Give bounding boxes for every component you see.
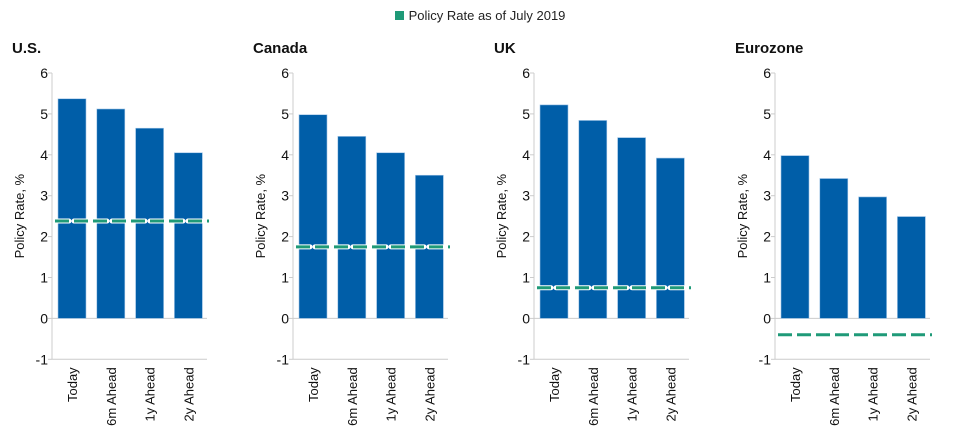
x-tick-label: 2y Ahead (904, 367, 919, 421)
y-tick-label: -1 (518, 351, 531, 367)
y-tick-label: 6 (281, 65, 289, 81)
y-tick-label: 3 (281, 188, 289, 204)
bar (376, 152, 405, 319)
bar (780, 155, 810, 319)
y-tick-label: 1 (522, 270, 530, 286)
bar (96, 108, 126, 319)
x-tick-label: 1y Ahead (384, 367, 399, 421)
panel-eurozone: Eurozone Policy Rate, % 6 5 4 3 2 1 0 -1 Today 6m A… (735, 40, 935, 426)
y-axis-label: Policy Rate, % (253, 173, 268, 258)
bar (337, 136, 367, 319)
panel-title: U.S. (12, 40, 41, 57)
x-tick-label: 2y Ahead (663, 367, 678, 421)
x-tick-label: Today (788, 367, 803, 402)
bar (57, 98, 87, 319)
x-tick-label: Today (547, 367, 562, 402)
x-tick-label: 6m Ahead (827, 367, 842, 426)
y-tick-label: 6 (522, 65, 530, 81)
y-tick-label: 3 (763, 188, 771, 204)
bar (897, 216, 926, 319)
x-tick-label: 6m Ahead (586, 367, 601, 426)
bar (617, 137, 646, 319)
legend-label: Policy Rate as of July 2019 (408, 8, 566, 23)
x-tick-label: 2y Ahead (181, 367, 196, 421)
y-axis-label: Policy Rate, % (735, 173, 750, 258)
y-tick-label: 5 (281, 106, 289, 122)
y-tick-label: 4 (281, 147, 289, 163)
y-tick-label: 6 (763, 65, 771, 81)
x-tick-label: 6m Ahead (345, 367, 360, 426)
bar (656, 157, 685, 319)
x-tick-label: 1y Ahead (625, 367, 640, 421)
bar (174, 152, 203, 319)
x-tick-label: 1y Ahead (866, 367, 881, 421)
x-tick-label: Today (306, 367, 321, 402)
y-tick-label: 5 (40, 106, 48, 122)
y-axis-label: Policy Rate, % (494, 173, 509, 258)
panel-us: U.S. Policy Rate, % 6 5 4 3 2 1 0 -1 Today 6m Ahead… (12, 40, 212, 426)
y-tick-label: 4 (522, 147, 530, 163)
y-tick-label: 5 (763, 106, 771, 122)
y-tick-label: 1 (281, 270, 289, 286)
bar (819, 178, 849, 319)
bar (858, 196, 887, 319)
x-tick-label: 6m Ahead (104, 367, 119, 426)
legend-swatch (394, 11, 404, 20)
y-tick-label: 3 (522, 188, 530, 204)
x-tick-label: 2y Ahead (422, 367, 437, 421)
y-tick-label: 5 (522, 106, 530, 122)
y-tick-label: 0 (522, 310, 530, 326)
y-tick-label: -1 (759, 351, 772, 367)
x-tick-label: 1y Ahead (143, 367, 158, 421)
panel-canada: Canada Policy Rate, % 6 5 4 3 2 1 0 -1 Today 6m Ahe… (253, 40, 453, 426)
y-tick-label: 3 (40, 188, 48, 204)
y-tick-label: 2 (40, 229, 48, 245)
y-tick-label: 2 (763, 229, 771, 245)
y-tick-label: 4 (40, 147, 48, 163)
x-tick-label: Today (65, 367, 80, 402)
y-tick-label: -1 (36, 351, 49, 367)
panel-title: UK (494, 40, 516, 57)
y-tick-label: -1 (277, 351, 290, 367)
y-tick-label: 1 (40, 270, 48, 286)
bar (298, 114, 328, 319)
legend: Policy Rate as of July 2019 (0, 8, 960, 23)
y-tick-label: 2 (281, 229, 289, 245)
y-tick-label: 0 (40, 310, 48, 326)
bar (539, 104, 569, 319)
panel-title: Eurozone (735, 40, 803, 57)
y-tick-label: 0 (281, 310, 289, 326)
y-tick-label: 0 (763, 310, 771, 326)
panel-uk: UK Policy Rate, % 6 5 4 3 2 1 0 -1 Today 6m Ahead 1y… (494, 40, 694, 426)
y-tick-label: 6 (40, 65, 48, 81)
y-tick-label: 1 (763, 270, 771, 286)
y-tick-label: 2 (522, 229, 530, 245)
y-axis-label: Policy Rate, % (12, 173, 27, 258)
panel-title: Canada (253, 40, 308, 57)
y-tick-label: 4 (763, 147, 771, 163)
